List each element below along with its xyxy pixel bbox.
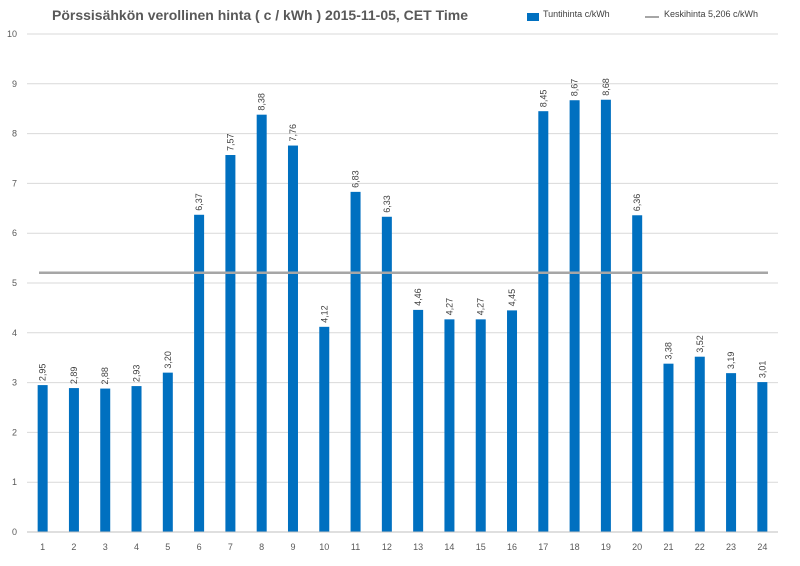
y-tick-label: 7 <box>12 178 17 188</box>
bar <box>726 373 737 532</box>
bar <box>350 191 361 532</box>
bar <box>538 111 549 532</box>
data-label: 2,89 <box>69 367 79 385</box>
data-label: 2,93 <box>132 365 142 383</box>
data-label: 6,33 <box>382 195 392 213</box>
data-label: 8,45 <box>538 90 548 108</box>
x-tick-label: 22 <box>695 542 705 552</box>
x-tick-label: 4 <box>134 542 139 552</box>
x-tick-label: 19 <box>601 542 611 552</box>
bar <box>475 319 486 532</box>
data-label: 3,20 <box>163 351 173 369</box>
bar <box>569 100 580 532</box>
x-tick-label: 15 <box>476 542 486 552</box>
data-label: 2,88 <box>100 367 110 385</box>
bar <box>632 215 643 532</box>
legend-label-bars: Tuntihinta c/kWh <box>543 9 610 19</box>
x-tick-label: 10 <box>319 542 329 552</box>
bar <box>68 388 79 532</box>
bar <box>507 310 518 532</box>
x-tick-label: 7 <box>228 542 233 552</box>
y-tick-label: 5 <box>12 278 17 288</box>
bar <box>444 319 455 532</box>
bar <box>413 309 424 532</box>
x-tick-label: 9 <box>290 542 295 552</box>
y-tick-label: 3 <box>12 378 17 388</box>
data-label: 8,38 <box>257 93 267 111</box>
x-tick-label: 1 <box>40 542 45 552</box>
y-tick-label: 6 <box>12 228 17 238</box>
y-tick-label: 1 <box>12 477 17 487</box>
y-tick-label: 9 <box>12 79 17 89</box>
data-label: 6,83 <box>351 170 361 188</box>
x-tick-label: 17 <box>538 542 548 552</box>
bar <box>37 385 48 532</box>
bar <box>319 326 330 532</box>
data-label: 8,68 <box>601 78 611 96</box>
bar <box>381 216 392 533</box>
legend-swatch-bars <box>527 13 539 21</box>
x-tick-label: 2 <box>71 542 76 552</box>
x-tick-label: 23 <box>726 542 736 552</box>
data-label: 4,27 <box>476 298 486 316</box>
x-tick-label: 14 <box>444 542 454 552</box>
legend-swatch-average <box>645 16 659 18</box>
data-label: 4,12 <box>319 305 329 323</box>
x-tick-label: 6 <box>197 542 202 552</box>
x-tick-label: 16 <box>507 542 517 552</box>
x-tick-label: 11 <box>351 542 360 552</box>
data-label: 4,45 <box>507 289 517 307</box>
y-tick-label: 4 <box>12 328 17 338</box>
bar <box>757 382 768 532</box>
y-tick-label: 2 <box>12 427 17 437</box>
data-label: 4,46 <box>413 288 423 306</box>
bar <box>694 356 705 532</box>
y-tick-label: 10 <box>7 29 17 39</box>
data-label: 8,67 <box>570 79 580 97</box>
y-tick-label: 0 <box>12 527 17 537</box>
x-tick-label: 20 <box>632 542 642 552</box>
bar <box>225 155 236 532</box>
x-tick-label: 5 <box>165 542 170 552</box>
data-label: 3,19 <box>726 352 736 370</box>
data-label: 3,01 <box>757 361 767 379</box>
y-tick-label: 8 <box>12 129 17 139</box>
data-label: 7,76 <box>288 124 298 142</box>
bar <box>131 386 142 532</box>
bar <box>663 363 674 532</box>
legend-label-average: Keskihinta 5,206 c/kWh <box>664 9 759 19</box>
x-tick-label: 3 <box>103 542 108 552</box>
bar <box>100 388 111 532</box>
x-tick-label: 13 <box>413 542 423 552</box>
x-tick-label: 12 <box>382 542 392 552</box>
data-label: 4,27 <box>444 298 454 316</box>
x-tick-label: 21 <box>663 542 673 552</box>
x-tick-label: 18 <box>570 542 580 552</box>
bar <box>256 114 267 533</box>
x-tick-label: 8 <box>259 542 264 552</box>
data-label: 6,36 <box>632 194 642 212</box>
bar <box>194 214 205 533</box>
data-label: 3,38 <box>663 342 673 360</box>
data-label: 6,37 <box>194 193 204 211</box>
data-label: 2,95 <box>38 364 48 382</box>
bar <box>287 145 298 532</box>
bar <box>600 99 611 533</box>
bar <box>162 372 173 532</box>
chart-title: Pörssisähkön verollinen hinta ( c / kWh … <box>52 7 468 23</box>
data-label: 3,52 <box>695 335 705 353</box>
data-label: 7,57 <box>225 133 235 151</box>
x-tick-label: 24 <box>757 542 767 552</box>
